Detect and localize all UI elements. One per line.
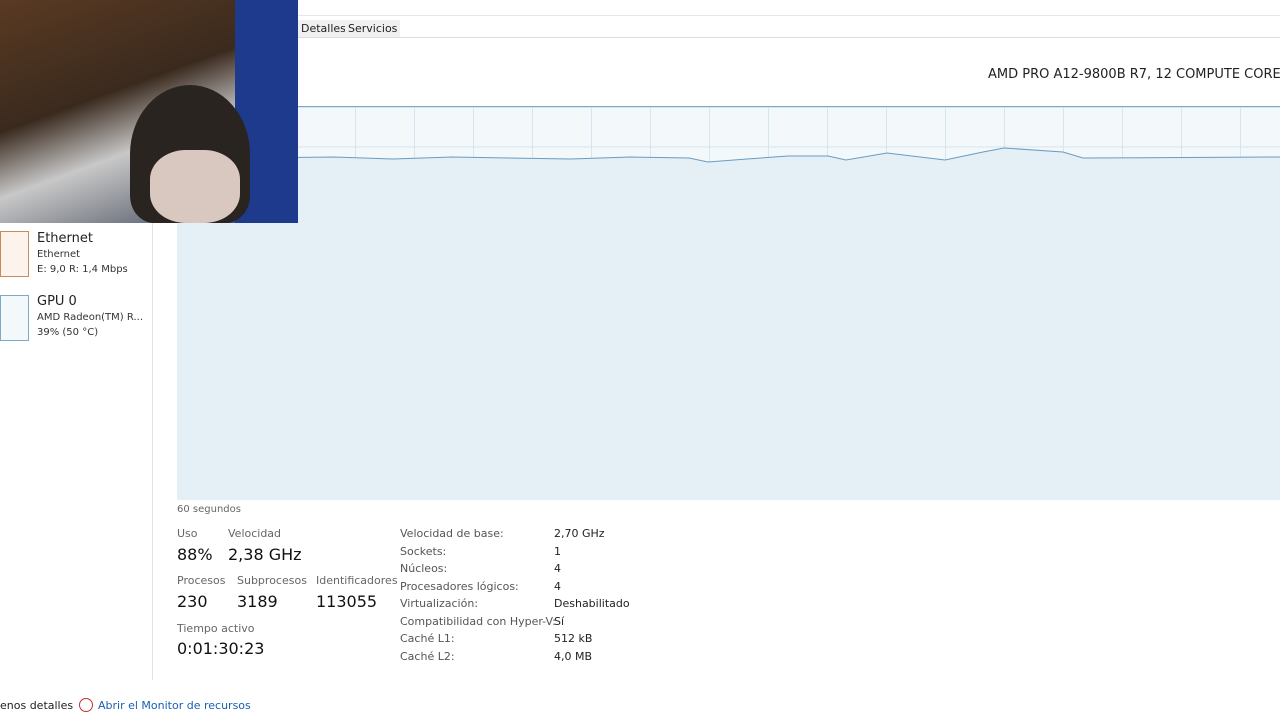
monitor-icon [79,698,93,712]
stat-value: 3189 [237,592,278,611]
less-details[interactable]: enos detalles [0,699,74,712]
tab[interactable]: Servicios [345,20,401,37]
stat-value: 113055 [316,592,378,611]
sidebar-detail: 39% (50 °C) [37,327,99,338]
cpu-graph [177,106,1280,500]
stat-label: Identificadores [316,574,398,587]
sidebar-detail: E: 9,0 R: 1,4 Mbps [37,264,128,275]
face [150,150,240,223]
spec-value: 2,70 GHz [554,527,605,540]
spec-value: 512 kB [554,632,593,645]
sidebar-title[interactable]: GPU 0 [37,294,77,309]
spec-label: Procesadores lógicos: [400,579,519,593]
spec-value: Deshabilitado [554,597,630,610]
spec-value: 4 [554,562,561,575]
stat-value: 88% [177,545,213,564]
title-bar [0,0,1280,16]
sidebar-subtitle: AMD Radeon(TM) R... [37,312,144,323]
stat-value: 230 [177,592,208,611]
stat-label: Tiempo activo [177,622,255,635]
spec-value: 1 [554,544,561,558]
spec-value: 4 [554,579,561,593]
graph-time: 60 segundos [177,504,241,515]
spec-value: Sí [554,614,565,628]
cpu-name: AMD PRO A12-9800B R7, 12 COMPUTE CORES [988,67,1280,82]
stat-value: 0:01:30:23 [177,639,265,658]
ethernet-thumb[interactable] [0,231,29,277]
gpu-thumb[interactable] [0,295,29,341]
stat-label: Velocidad [228,527,282,540]
stat-label: Subprocesos [237,574,307,587]
spec-label: Virtualización: [400,597,479,610]
tab[interactable]: Detalles [298,20,349,37]
spec-value: 4,0 MB [554,649,593,663]
graph-svg [177,147,1280,500]
tab-bar [298,20,1280,38]
spec-label: Sockets: [400,544,447,558]
sidebar-title[interactable]: Ethernet [37,231,93,246]
webcam-overlay [0,0,298,223]
spec-label: Núcleos: [400,562,448,575]
spec-label: Caché L2: [400,649,455,663]
resource-monitor-link[interactable]: Abrir el Monitor de recursos [98,699,251,712]
stat-label: Procesos [177,574,226,587]
panel-divider [152,223,153,680]
spec-label: Caché L1: [400,632,455,645]
usage-area [177,148,1280,500]
spec-label: Velocidad de base: [400,527,504,540]
stat-label: Uso [177,527,198,540]
usage-line [177,147,1280,163]
sidebar-subtitle: Ethernet [37,249,81,260]
stat-value: 2,38 GHz [228,545,302,564]
spec-label: Compatibilidad con Hyper-V: [400,614,556,628]
